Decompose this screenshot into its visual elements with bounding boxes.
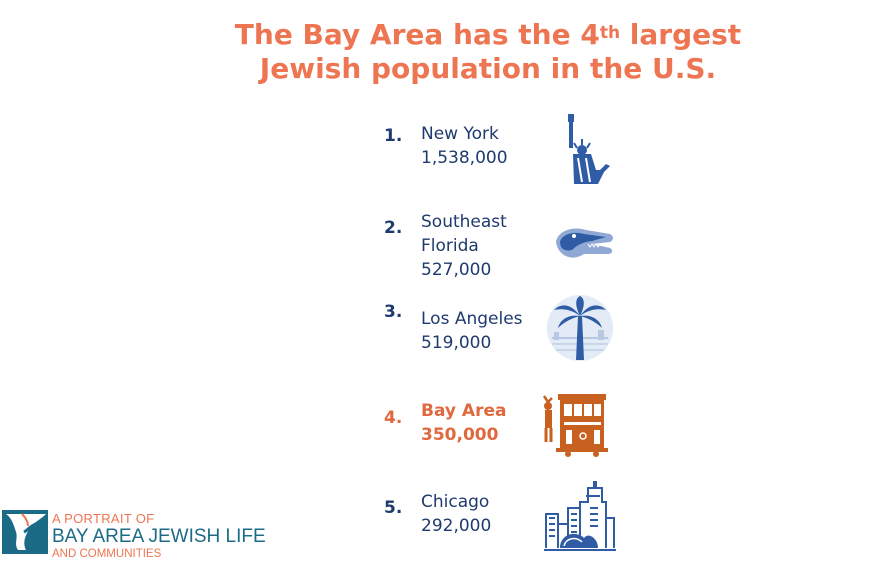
cable-car-icon xyxy=(542,394,608,457)
logo-line-3: AND COMMUNITIES xyxy=(52,548,162,560)
rank-number: 3. xyxy=(384,302,403,322)
rank-number: 4. xyxy=(384,408,403,428)
population-value: 519,000 xyxy=(421,333,492,353)
ranking-label: Chicago 292,000 xyxy=(421,490,556,538)
palm-tree-icon xyxy=(547,295,613,361)
rank-number: 1. xyxy=(384,126,403,146)
page-title: The Bay Area has the 4th largest Jewish … xyxy=(200,18,776,86)
title-line-1: The Bay Area has the 4th largest xyxy=(234,18,742,51)
region-name: Los Angeles xyxy=(421,309,523,329)
logo-line-2: BAY AREA JEWISH LIFE xyxy=(52,526,266,547)
population-value: 1,538,000 xyxy=(421,148,508,168)
population-value: 350,000 xyxy=(421,425,499,445)
bay-area-map-icon xyxy=(2,510,48,554)
statue-of-liberty-icon xyxy=(568,114,610,184)
city-skyline-icon xyxy=(544,481,616,551)
ranking-label: Los Angeles 519,000 xyxy=(421,307,556,355)
portrait-logo xyxy=(0,500,300,566)
region-name: Chicago xyxy=(421,492,490,512)
alligator-icon xyxy=(556,228,613,258)
region-name: New York xyxy=(421,124,499,144)
region-name-line-1: Southeast xyxy=(421,212,507,232)
rank-number: 5. xyxy=(384,498,403,518)
logo-text: A PORTRAIT OF BAY AREA JEWISH LIFE AND C… xyxy=(52,511,266,561)
rank-number: 2. xyxy=(384,218,403,238)
population-value: 527,000 xyxy=(421,260,492,280)
ranking-label: New York 1,538,000 xyxy=(421,122,556,170)
region-name-line-2: Florida xyxy=(421,236,479,256)
ranking-label: Bay Area 350,000 xyxy=(421,399,556,447)
population-value: 292,000 xyxy=(421,516,492,536)
region-name: Bay Area xyxy=(421,401,507,421)
logo-line-1: A PORTRAIT OF xyxy=(52,511,155,526)
title-line-2: Jewish population in the U.S. xyxy=(259,52,717,85)
ranking-label: Southeast Florida 527,000 xyxy=(421,210,556,282)
